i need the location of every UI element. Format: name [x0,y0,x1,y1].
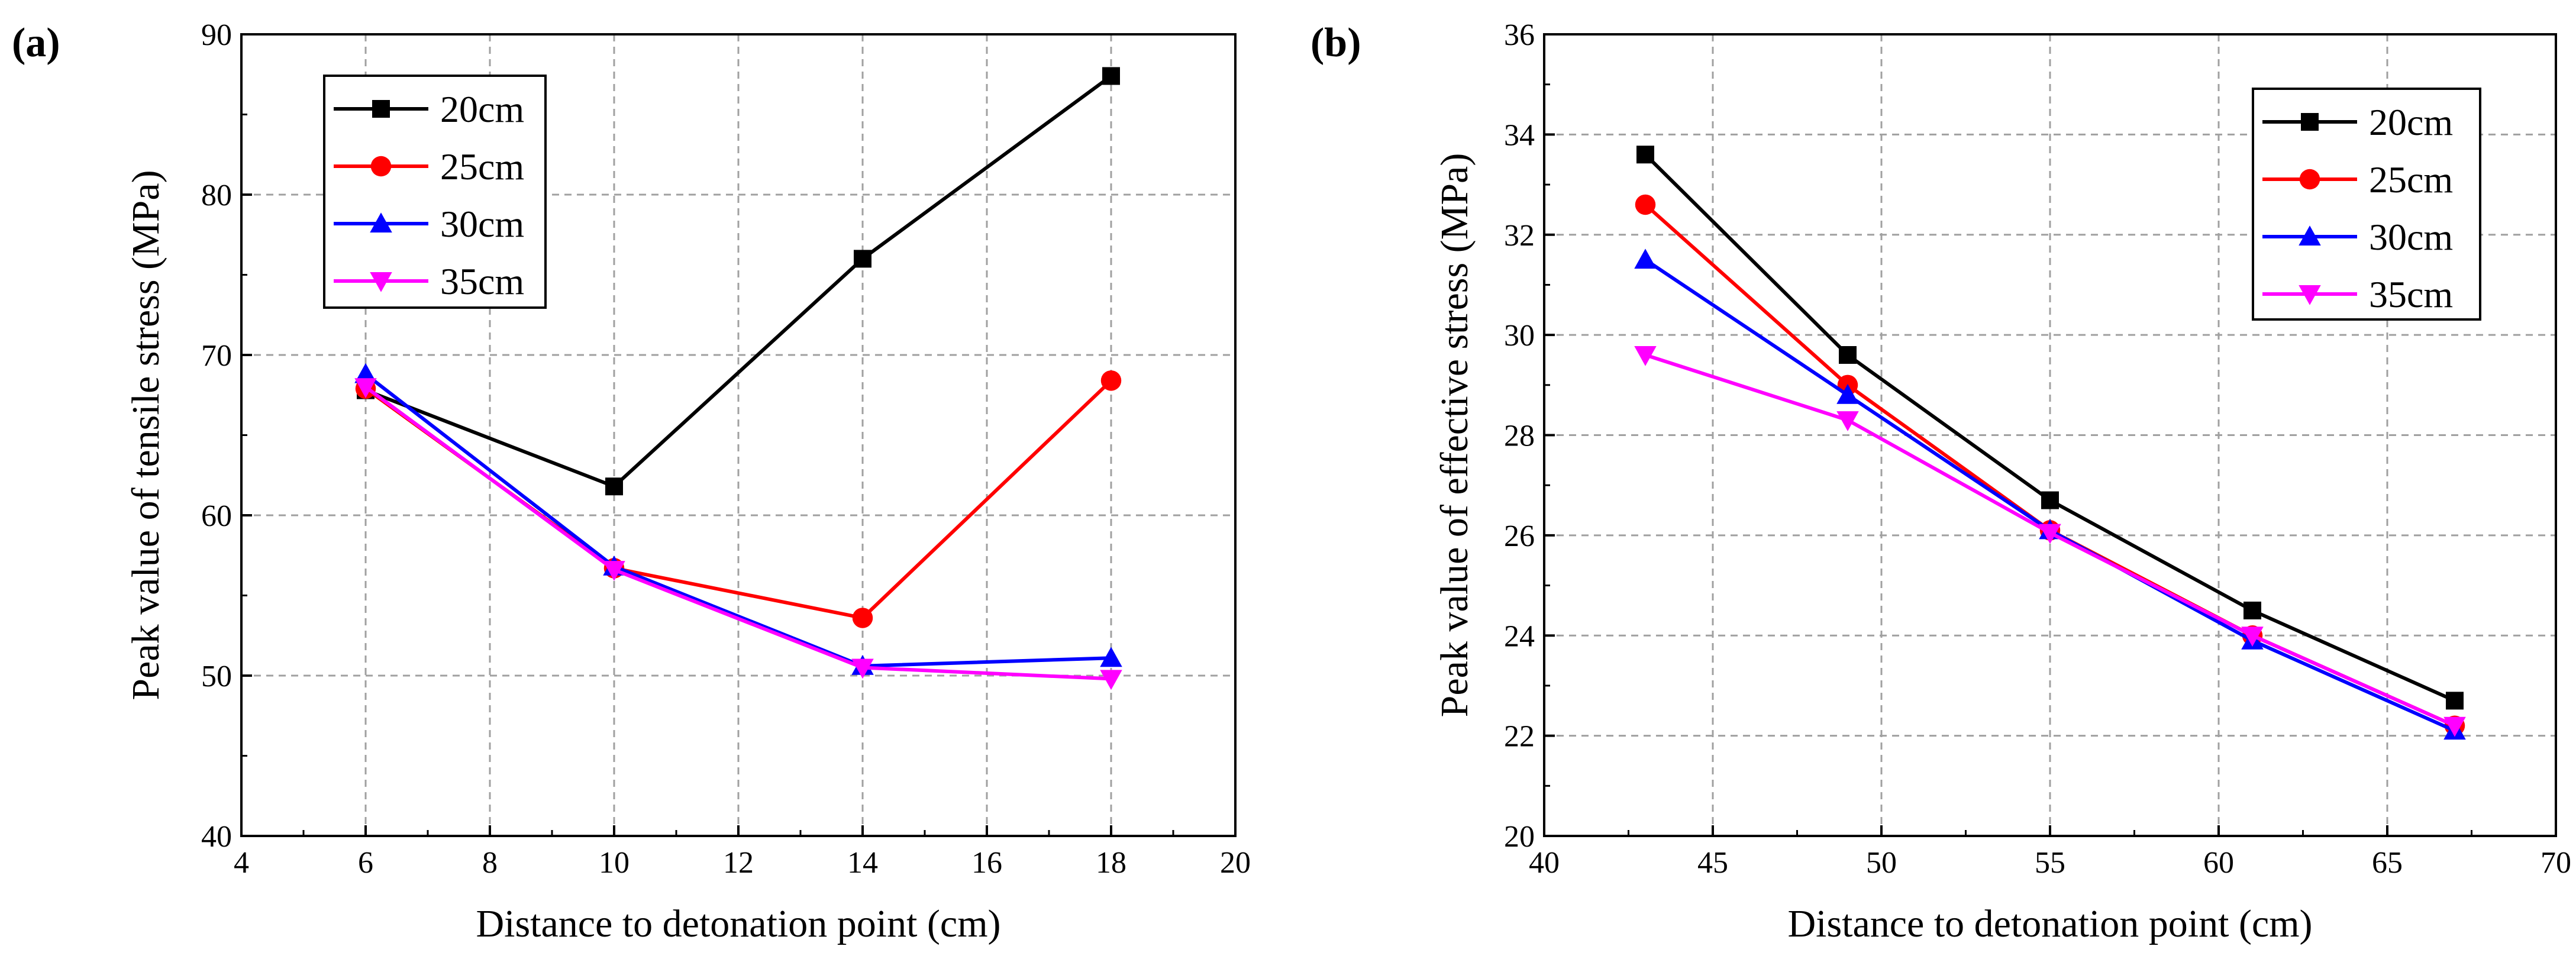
x-tick-label: 20 [1220,846,1251,880]
y-tick-label: 24 [1504,619,1535,653]
x-tick-label: 70 [2541,846,2571,880]
panel-label: (b) [1310,20,1361,66]
chart-panel-a: (a) 4 6 8 10 12 14 16 18 20 40 50 60 70 80 90 Distance t… [12,18,1251,945]
x-axis-label: Distance to detonation point (cm) [1787,902,2312,945]
y-tick-label: 32 [1504,219,1535,253]
series-35cm [354,378,1122,690]
series-20cm [1636,146,2464,710]
legend-label: 35cm [2369,273,2453,315]
y-tick-label: 28 [1504,419,1535,453]
data-point [851,658,874,679]
y-tick-label: 30 [1504,319,1535,353]
panel-label: (a) [12,20,60,66]
legend-box [323,75,547,309]
legend-marker [2301,113,2319,131]
y-tick-label: 40 [201,820,232,854]
series-35cm [1634,346,2466,737]
data-point [603,561,625,581]
series-line [364,385,1112,681]
data-point [852,608,873,628]
legend-label: 25cm [2369,159,2453,201]
legend-label: 35cm [440,260,524,302]
legend-box [2252,88,2481,321]
y-tick-label: 90 [201,18,232,52]
legend: 20cm 25cm 30cm 35cm [323,75,547,309]
data-point [2446,692,2464,710]
y-tick-label: 70 [201,339,232,373]
x-tick-label: 18 [1096,846,1126,880]
data-point [1100,370,1122,391]
legend-label: 20cm [2369,101,2453,143]
data-point [1100,670,1122,690]
x-axis-label: Distance to detonation point (cm) [476,902,1000,945]
series-20cm [357,67,1120,496]
data-point [2039,524,2061,544]
y-tick-label: 34 [1504,118,1535,152]
x-tick-label: 65 [2372,846,2403,880]
x-tick-label: 12 [723,846,754,880]
y-tick-label: 60 [201,499,232,533]
x-tick-label: 50 [1866,846,1897,880]
y-tick-label: 26 [1504,519,1535,553]
y-tick-label: 20 [1504,820,1535,854]
chart-panel-b: (b) 40 45 50 55 60 65 70 20 22 24 26 28 30 32 34 36 Dista… [1310,18,2571,945]
data-point [1839,346,1857,364]
legend-marker [370,156,392,177]
x-tick-label: 45 [1697,846,1728,880]
ticks: 4 6 8 10 12 14 16 18 20 40 50 60 70 80 90 [201,18,1251,880]
data-point [2241,627,2264,647]
legend-marker [2299,285,2321,305]
data-point [854,250,871,268]
data-point [354,378,377,398]
data-point [1836,384,1859,404]
y-tick-label: 36 [1504,18,1535,52]
y-axis-label: Peak value of tensile stress (MPa) [124,170,167,700]
legend-label: 20cm [440,88,524,130]
y-tick-label: 22 [1504,720,1535,754]
series-line [364,75,1112,489]
data-point [605,477,623,496]
x-tick-label: 55 [2035,846,2065,880]
legend-marker [372,100,390,118]
data-point [354,363,377,383]
data-point [2243,601,2261,619]
x-tick-label: 8 [482,846,498,880]
data-point [2443,716,2466,737]
data-point [2041,491,2059,509]
x-tick-label: 60 [2203,846,2234,880]
x-tick-label: 16 [971,846,1002,880]
legend-label: 25cm [440,146,524,188]
x-tick-label: 14 [847,846,878,880]
y-axis-label: Peak value of effective stress (MPa) [1433,153,1476,718]
data-point [1102,67,1120,85]
x-tick-label: 4 [234,846,249,880]
legend-marker [2299,225,2321,246]
x-tick-label: 6 [358,846,373,880]
ticks: 40 45 50 55 60 65 70 20 22 24 26 28 30 32 34 36 [1504,18,2571,880]
data-point [1636,146,1654,164]
data-point [1634,248,1657,269]
data-point [1634,346,1657,366]
y-tick-label: 50 [201,660,232,693]
series-line [364,373,1112,668]
legend-marker [2299,169,2320,190]
legend-marker [370,272,392,292]
data-point [1836,411,1859,431]
legend-label: 30cm [2369,216,2453,258]
data-point [1635,194,1656,215]
legend-label: 30cm [440,203,524,245]
y-tick-label: 80 [201,179,232,212]
data-point [1100,647,1122,667]
legend-marker [370,212,392,233]
x-tick-label: 10 [599,846,630,880]
gridlines [1544,34,2556,836]
legend: 20cm 25cm 30cm 35cm [2252,88,2481,321]
x-tick-label: 40 [1529,846,1560,880]
